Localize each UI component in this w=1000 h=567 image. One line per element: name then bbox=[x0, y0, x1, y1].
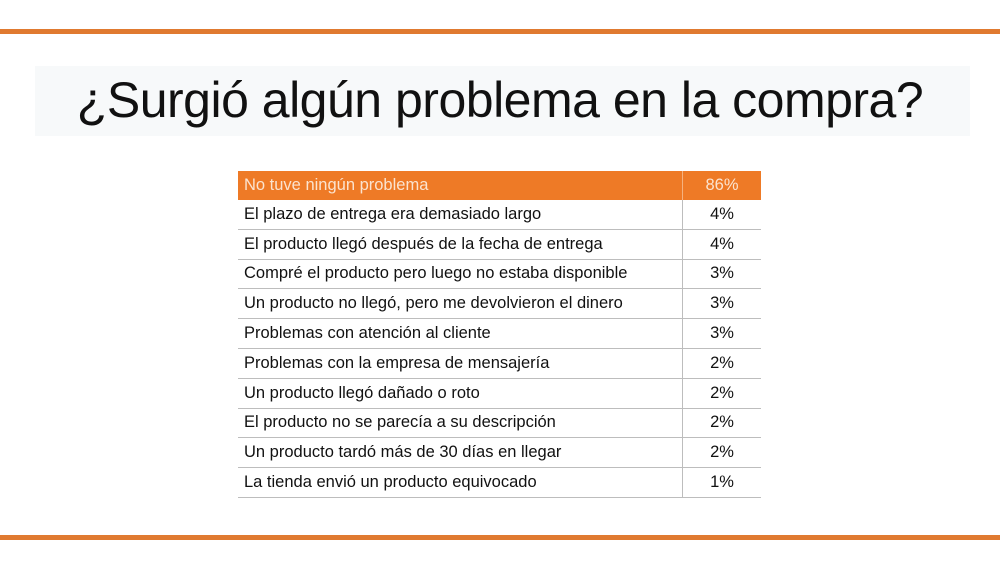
row-value: 3% bbox=[682, 259, 761, 290]
bottom-accent-bar bbox=[0, 535, 1000, 540]
row-label: Problemas con la empresa de mensajería bbox=[238, 348, 683, 379]
row-label: El producto no se parecía a su descripci… bbox=[238, 408, 683, 439]
table-row: Un producto llegó dañado o roto 2% bbox=[238, 378, 761, 409]
table-row: La tienda envió un producto equivocado 1% bbox=[238, 467, 761, 498]
row-value: 86% bbox=[682, 171, 761, 200]
table-row: Problemas con la empresa de mensajería 2% bbox=[238, 348, 761, 379]
table-row: El producto no se parecía a su descripci… bbox=[238, 408, 761, 439]
table-row: Problemas con atención al cliente 3% bbox=[238, 318, 761, 349]
row-value: 1% bbox=[682, 467, 761, 498]
row-label: Compré el producto pero luego no estaba … bbox=[238, 259, 683, 290]
row-label: Problemas con atención al cliente bbox=[238, 318, 683, 349]
page-title: ¿Surgió algún problema en la compra? bbox=[76, 72, 924, 128]
table-row: El producto llegó después de la fecha de… bbox=[238, 229, 761, 260]
title-band bbox=[35, 66, 970, 136]
row-label: Un producto tardó más de 30 días en lleg… bbox=[238, 437, 683, 469]
row-value: 2% bbox=[682, 437, 761, 469]
row-value: 2% bbox=[682, 348, 761, 379]
row-label: No tuve ningún problema bbox=[238, 171, 683, 200]
row-value: 2% bbox=[682, 378, 761, 409]
table-row: Un producto no llegó, pero me devolviero… bbox=[238, 288, 761, 320]
row-label: La tienda envió un producto equivocado bbox=[238, 467, 683, 498]
row-label: El producto llegó después de la fecha de… bbox=[238, 229, 683, 260]
row-value: 4% bbox=[682, 200, 761, 230]
row-label: Un producto no llegó, pero me devolviero… bbox=[238, 288, 683, 320]
row-value: 4% bbox=[682, 229, 761, 260]
top-accent-bar bbox=[0, 29, 1000, 34]
row-value: 3% bbox=[682, 318, 761, 349]
row-label: Un producto llegó dañado o roto bbox=[238, 378, 683, 409]
row-value: 2% bbox=[682, 408, 761, 439]
row-value: 3% bbox=[682, 288, 761, 320]
table-header-row: No tuve ningún problema 86% bbox=[238, 171, 761, 200]
table-row: Un producto tardó más de 30 días en lleg… bbox=[238, 437, 761, 469]
table-row: Compré el producto pero luego no estaba … bbox=[238, 259, 761, 290]
results-table: No tuve ningún problema 86% El plazo de en… bbox=[238, 171, 761, 498]
table-row: El plazo de entrega era demasiado largo 4… bbox=[238, 200, 761, 230]
row-label: El plazo de entrega era demasiado largo bbox=[238, 200, 683, 230]
